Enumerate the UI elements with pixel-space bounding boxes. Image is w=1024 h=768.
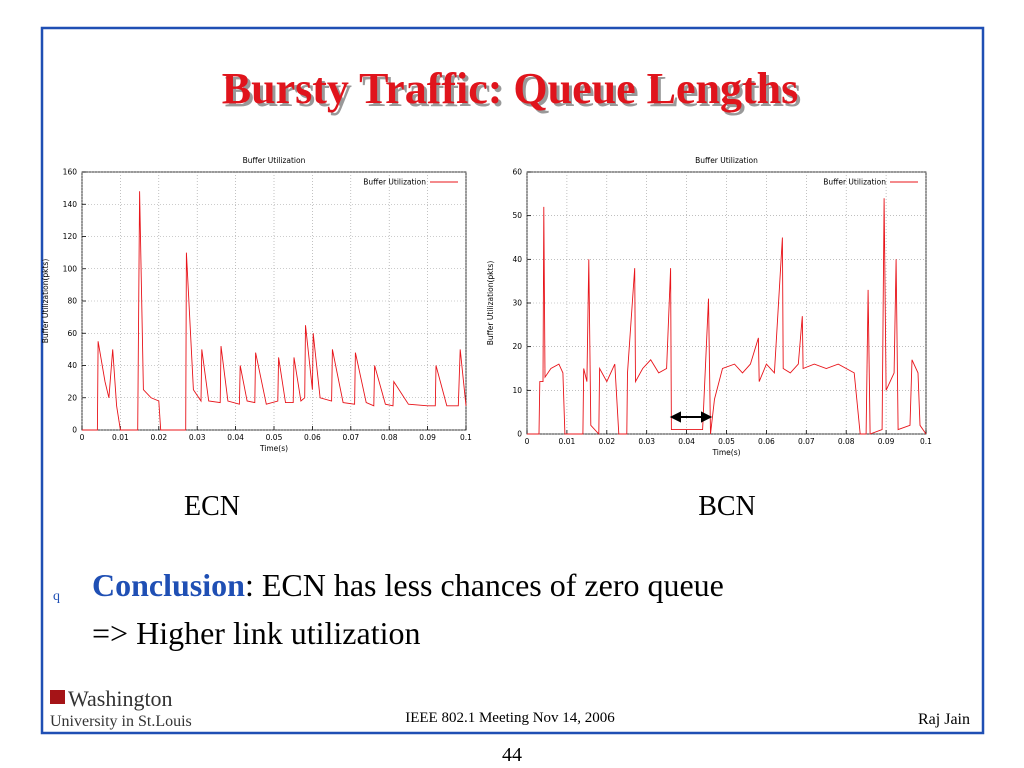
bullet-line: => Higher link utilization xyxy=(92,615,420,651)
logo-line: University in St.Louis xyxy=(50,713,192,730)
legend-label: Buffer Utilization xyxy=(823,178,886,187)
y-tick-label: 10 xyxy=(512,386,522,395)
y-tick-label: 80 xyxy=(67,297,77,306)
y-tick-label: 50 xyxy=(512,211,522,220)
y-tick-label: 20 xyxy=(67,393,77,402)
x-tick-label: 0.07 xyxy=(342,433,359,442)
y-tick-label: 20 xyxy=(512,342,522,351)
x-tick-label: 0.08 xyxy=(838,437,855,446)
chart-title: Buffer Utilization xyxy=(243,156,306,165)
logo-line: Washington xyxy=(68,686,173,711)
y-tick-label: 40 xyxy=(512,255,522,264)
y-tick-label: 160 xyxy=(63,168,78,177)
title-shadow: Bursty Traffic: Queue Lengths xyxy=(225,67,801,116)
x-tick-label: 0 xyxy=(80,433,85,442)
x-tick-label: 0.02 xyxy=(598,437,615,446)
x-tick-label: 0 xyxy=(525,437,530,446)
y-tick-label: 40 xyxy=(67,361,77,370)
x-tick-label: 0.05 xyxy=(718,437,735,446)
y-tick-label: 30 xyxy=(512,299,522,308)
logo: Washington University in St.Louis xyxy=(50,686,192,730)
y-tick-label: 0 xyxy=(72,426,77,435)
footer-meeting: IEEE 802.1 Meeting Nov 14, 2006 xyxy=(405,710,615,726)
x-tick-label: 0.1 xyxy=(460,433,472,442)
legend-label: Buffer Utilization xyxy=(363,178,426,187)
bullet-text: Conclusion: ECN has less chances of zero… xyxy=(92,567,724,603)
y-tick-label: 0 xyxy=(517,430,522,439)
x-axis-label: Time(s) xyxy=(711,448,740,457)
x-tick-label: 0.06 xyxy=(304,433,321,442)
chart-title: Buffer Utilization xyxy=(695,156,758,165)
footer-author: Raj Jain xyxy=(918,711,970,728)
y-axis-label: Buffer Utilization(pkts) xyxy=(41,259,50,344)
logo-shield xyxy=(50,690,65,704)
x-axis-label: Time(s) xyxy=(259,444,288,453)
x-tick-label: 0.03 xyxy=(189,433,206,442)
x-tick-label: 0.04 xyxy=(227,433,244,442)
bullet-rest: : ECN has less chances of zero queue xyxy=(245,567,724,603)
x-tick-label: 0.08 xyxy=(381,433,398,442)
x-tick-label: 0.03 xyxy=(638,437,655,446)
y-tick-label: 140 xyxy=(63,200,78,209)
x-tick-label: 0.04 xyxy=(678,437,695,446)
y-tick-label: 60 xyxy=(512,168,522,177)
slide-title: Bursty Traffic: Queue Lengths xyxy=(222,64,798,113)
y-tick-label: 100 xyxy=(63,264,78,273)
x-tick-label: 0.09 xyxy=(878,437,895,446)
y-tick-label: 60 xyxy=(67,329,77,338)
x-tick-label: 0.07 xyxy=(798,437,815,446)
y-axis-label: Buffer Utilization(pkts) xyxy=(486,261,495,346)
x-tick-label: 0.09 xyxy=(419,433,436,442)
caption: ECN xyxy=(184,491,240,522)
x-tick-label: 0.01 xyxy=(559,437,576,446)
x-tick-label: 0.06 xyxy=(758,437,775,446)
y-tick-label: 120 xyxy=(63,232,78,241)
x-tick-label: 0.1 xyxy=(920,437,932,446)
slide-frame xyxy=(40,26,985,735)
x-tick-label: 0.02 xyxy=(150,433,167,442)
x-tick-label: 0.05 xyxy=(266,433,283,442)
data-line xyxy=(527,198,927,436)
caption: BCN xyxy=(698,491,756,522)
span-arrow xyxy=(669,411,713,423)
bullet-bold: Conclusion xyxy=(92,567,245,603)
x-tick-label: 0.01 xyxy=(112,433,129,442)
data-line xyxy=(82,191,467,431)
bullet-marker: q xyxy=(53,589,60,604)
page-number: 44 xyxy=(502,744,522,766)
